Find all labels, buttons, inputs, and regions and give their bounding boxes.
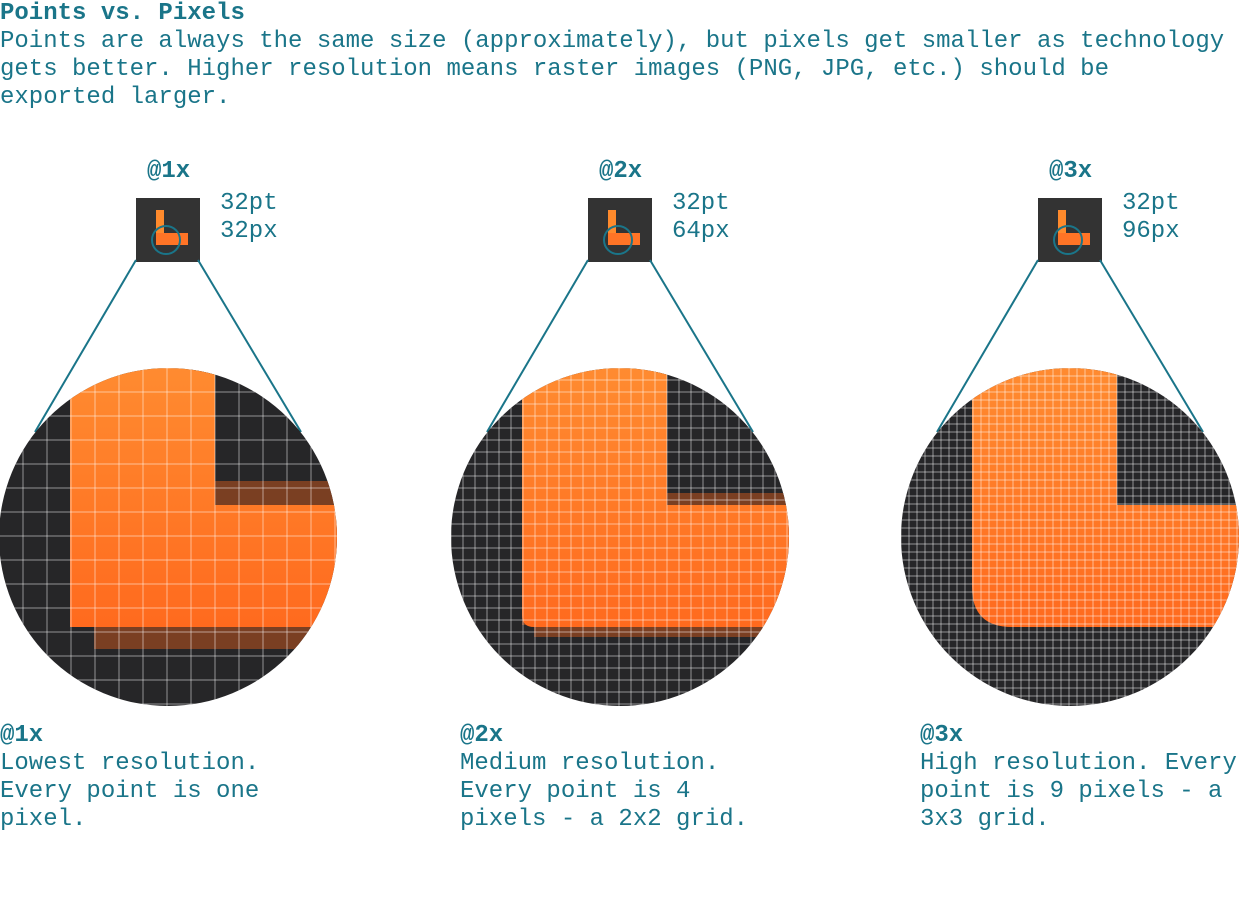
pixels-size: 96px (1122, 218, 1180, 245)
title: Points vs. Pixels (0, 0, 245, 27)
orange-shape (972, 368, 1239, 627)
description-line: exported larger. (0, 84, 231, 111)
caption-line: Every point is 4 (460, 778, 691, 805)
caption-line: pixels - a 2x2 grid. (460, 806, 749, 833)
caption-line: 3x3 grid. (920, 806, 1050, 833)
icon-glyph (1058, 210, 1066, 236)
description-line: Points are always the same size (approxi… (0, 28, 1225, 55)
edge-pixels (534, 625, 789, 637)
panel-label: @2x (599, 158, 643, 185)
caption-title: @1x (0, 722, 44, 749)
icon-glyph (156, 233, 188, 245)
caption-line: High resolution. Every (920, 750, 1237, 777)
caption-title: @2x (460, 722, 504, 749)
magnifier-ring (151, 225, 181, 255)
caption-line: point is 9 pixels - a (920, 778, 1223, 805)
icon-glyph (156, 210, 164, 236)
app-icon (136, 198, 200, 262)
connector (936, 259, 1039, 433)
app-icon (588, 198, 652, 262)
description-line: gets better. Higher resolution means ras… (0, 56, 1109, 83)
magnified-view (901, 368, 1239, 706)
icon-glyph (608, 233, 640, 245)
magnified-view (451, 368, 789, 706)
caption-title: @3x (920, 722, 964, 749)
connector (649, 259, 754, 433)
connector (197, 259, 302, 433)
points-size: 32pt (1122, 190, 1180, 217)
icon-glyph (1058, 233, 1090, 245)
pixels-size: 64px (672, 218, 730, 245)
caption-line: Lowest resolution. (0, 750, 260, 777)
caption-line: pixel. (0, 806, 87, 833)
orange-shape (70, 368, 337, 627)
panel-label: @1x (147, 158, 191, 185)
points-size: 32pt (220, 190, 278, 217)
edge-pixels (215, 481, 337, 505)
magnified-view (0, 368, 337, 706)
panel-label: @3x (1049, 158, 1093, 185)
caption-line: Medium resolution. (460, 750, 720, 777)
pixels-size: 32px (220, 218, 278, 245)
connector (486, 259, 589, 433)
app-icon (1038, 198, 1102, 262)
edge-pixels (94, 625, 337, 649)
connector (34, 259, 137, 433)
connector (1099, 259, 1204, 433)
magnifier-ring (1053, 225, 1083, 255)
edge-pixels (667, 493, 789, 505)
caption-line: Every point is one (0, 778, 260, 805)
points-size: 32pt (672, 190, 730, 217)
icon-glyph (608, 210, 616, 236)
magnifier-ring (603, 225, 633, 255)
